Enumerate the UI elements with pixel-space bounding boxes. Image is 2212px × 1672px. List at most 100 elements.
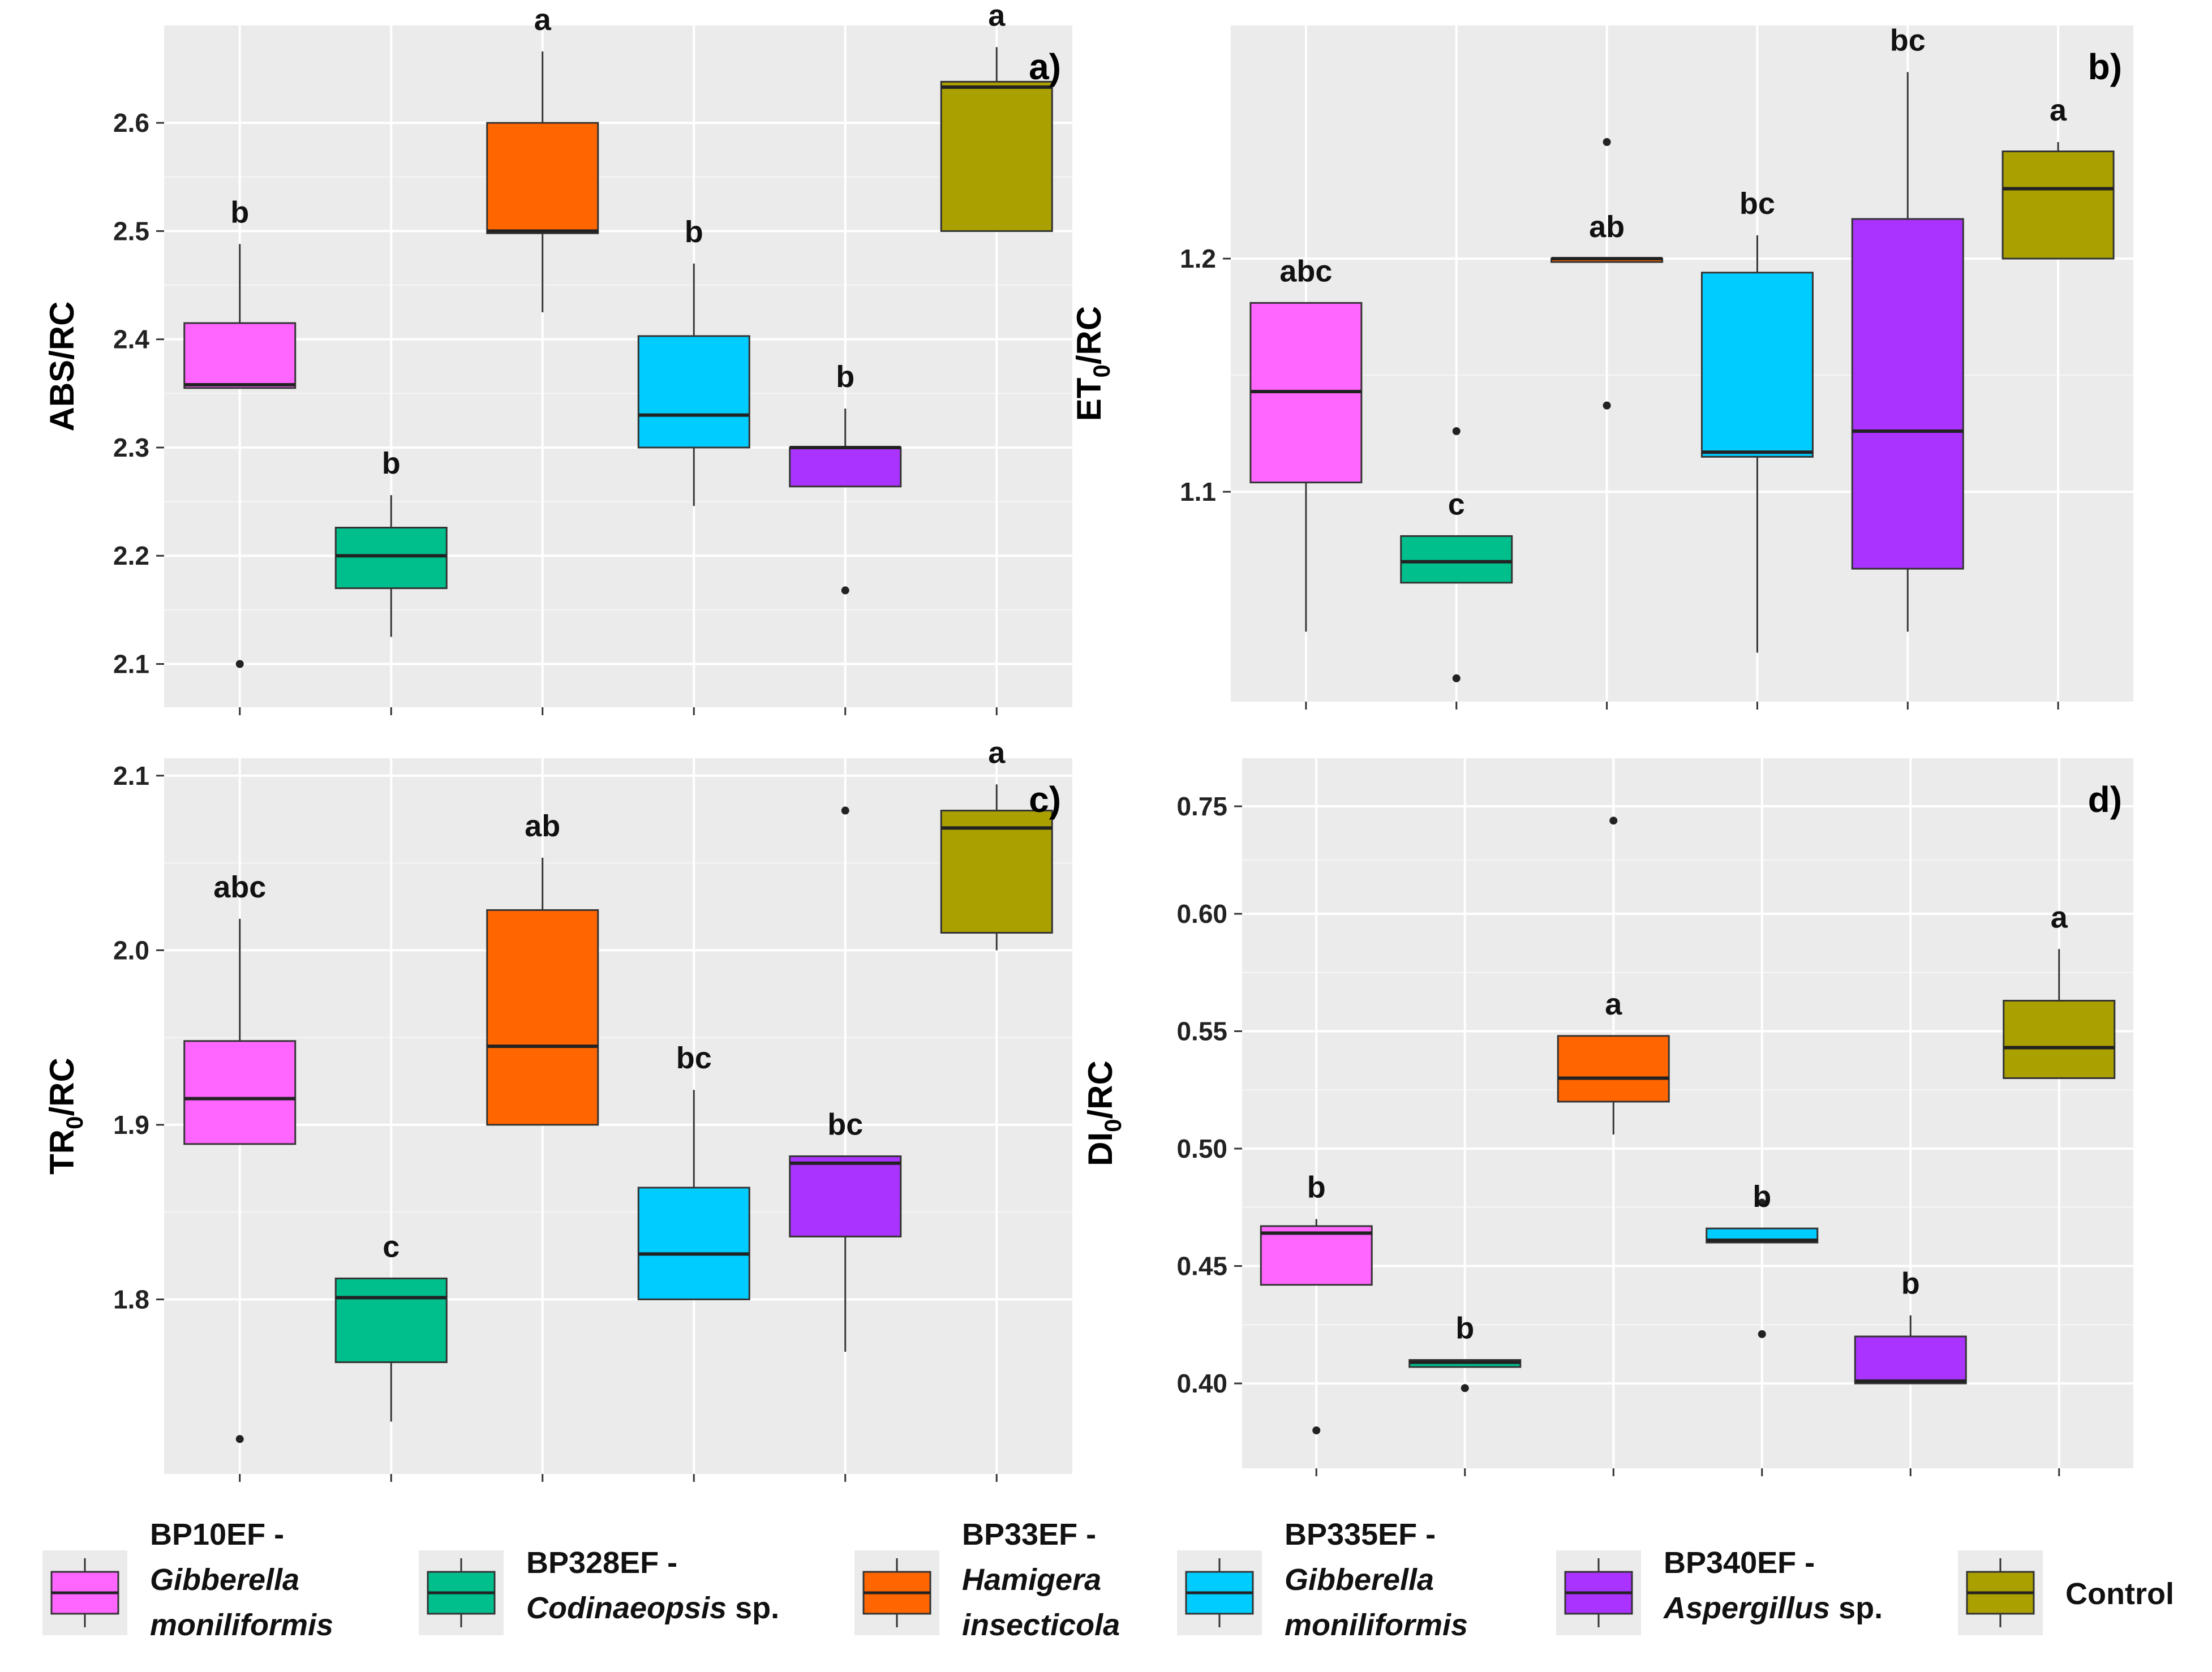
box-body [334, 526, 448, 590]
legend-item-6: Control [1958, 1550, 2174, 1635]
significance-letter: a [534, 3, 552, 37]
panel-label: d) [2088, 779, 2122, 820]
box-BP328EF: c [1400, 427, 1513, 682]
legend-label: BP335EF -Gibberella moniliformis [1285, 1518, 1468, 1642]
box-body [2003, 1000, 2116, 1080]
legend-item-5: BP340EF -Aspergillus sp. [1556, 1546, 1883, 1635]
box-body [637, 335, 750, 449]
legend-label: BP340EF -Aspergillus sp. [1663, 1546, 1883, 1625]
legend-label: BP10EF -Gibberella moniliformis [150, 1518, 333, 1642]
y-axis-label: ET0/RC [1070, 306, 1115, 421]
significance-letter: b [1455, 1312, 1474, 1346]
y-axis-label: TR0/RC [43, 1058, 88, 1175]
significance-letter: bc [676, 1041, 712, 1075]
box-body [1557, 1035, 1670, 1103]
box-body [183, 322, 297, 389]
y-tick-label: 0.55 [1176, 1017, 1227, 1046]
plot-background [164, 25, 1072, 707]
y-tick-label: 2.5 [113, 216, 149, 246]
y-tick-label: 2.3 [113, 433, 149, 462]
significance-letter: a [2051, 900, 2068, 934]
box-BP10EF: b [183, 195, 297, 668]
significance-letter: b [1901, 1267, 1920, 1301]
panel-d: 0.40 0.45 0.50 0.55 0.60 0.75 DI0/RC b b a b b a d) [1081, 758, 2133, 1476]
significance-letter: bc [1890, 23, 1926, 57]
y-tick-label: 0.40 [1176, 1369, 1227, 1398]
panel-label: c) [1029, 779, 1061, 820]
legend-item-1: BP10EF -Gibberella moniliformis [42, 1518, 333, 1642]
box-body [1700, 272, 1814, 458]
y-tick-label: 2.2 [113, 541, 149, 570]
significance-letter: b [382, 446, 401, 480]
y-axis-label: ABS/RC [43, 301, 81, 431]
plot-background [1242, 758, 2133, 1468]
outlier-point [1312, 1426, 1321, 1434]
box-body [637, 1187, 750, 1300]
y-tick-label: 0.60 [1176, 899, 1227, 929]
y-axis-label: DI0/RC [1081, 1060, 1126, 1166]
box-Control: a [940, 0, 1053, 232]
significance-letter: a [988, 736, 1006, 770]
box-body [940, 80, 1053, 232]
legend-item-2: BP328EF -Codinaeopsis sp. [419, 1546, 779, 1635]
outlier-point [235, 660, 244, 668]
legend-label: BP33EF -Hamigera insecticola [962, 1518, 1120, 1642]
legend-item-3: BP33EF -Hamigera insecticola [854, 1518, 1120, 1642]
plot-background [1231, 25, 2133, 702]
outlier-point [1609, 816, 1618, 825]
outlier-point [841, 586, 849, 595]
significance-letter: bc [1739, 187, 1775, 221]
chart-panels: 2.12.22.32.42.52.6ABS/RCbbabbaa)1.11.2ET… [43, 0, 2133, 1482]
box-BP10EF: abc [1249, 254, 1363, 632]
panel-label: a) [1029, 46, 1061, 87]
outlier-point [1452, 674, 1461, 682]
significance-letter: ab [1589, 210, 1625, 244]
box-body [1400, 535, 1513, 584]
y-tick-label: 1.1 [1180, 477, 1216, 506]
y-tick-label: 2.4 [113, 325, 149, 354]
outlier-point [841, 806, 849, 815]
box-BP33EF: ab [486, 809, 599, 1126]
box-body [334, 1277, 448, 1364]
box-body [940, 810, 1053, 934]
box-BP328EF: c [334, 1230, 448, 1422]
legend-label: Control [2065, 1577, 2174, 1611]
legend-item-4: BP335EF -Gibberella moniliformis [1177, 1518, 1468, 1642]
box-BP335EF: b [637, 215, 750, 506]
y-tick-label: 1.9 [113, 1110, 149, 1140]
significance-letter: abc [213, 870, 266, 904]
significance-letter: b [230, 195, 249, 229]
legend-label: BP328EF -Codinaeopsis sp. [526, 1546, 779, 1625]
outlier-point [1758, 1330, 1766, 1338]
significance-letter: ab [525, 809, 560, 843]
box-body [486, 122, 599, 234]
box-body [486, 909, 599, 1126]
y-tick-label: 1.8 [113, 1284, 149, 1314]
box-BP340EF: b [789, 360, 902, 595]
box-body [2001, 151, 2115, 260]
box-body [1260, 1225, 1373, 1286]
significance-letter: abc [1279, 254, 1332, 288]
outlier-point [1603, 401, 1611, 410]
significance-letter: c [383, 1230, 400, 1263]
significance-letter: b [1753, 1180, 1771, 1214]
y-tick-label: 2.1 [113, 649, 149, 678]
box-body [789, 446, 902, 488]
box-Control: a [2001, 93, 2115, 260]
y-tick-label: 2.6 [113, 108, 149, 137]
box-BP335EF: bc [637, 1041, 750, 1300]
significance-letter: a [2050, 93, 2067, 127]
y-tick-label: 2.0 [113, 935, 149, 965]
box-body [789, 1155, 902, 1237]
box-BP33EF: ab [1550, 138, 1664, 410]
box-Control: a [2003, 900, 2116, 1080]
box-BP328EF: b [334, 446, 448, 637]
y-tick-label: 0.75 [1176, 792, 1227, 821]
box-BP10EF: b [1260, 1171, 1373, 1434]
box-BP340EF: bc [789, 806, 902, 1352]
significance-letter: a [1605, 987, 1622, 1021]
y-tick-label: 1.2 [1180, 244, 1216, 273]
significance-letter: b [685, 215, 703, 249]
box-body [1854, 1335, 1967, 1385]
